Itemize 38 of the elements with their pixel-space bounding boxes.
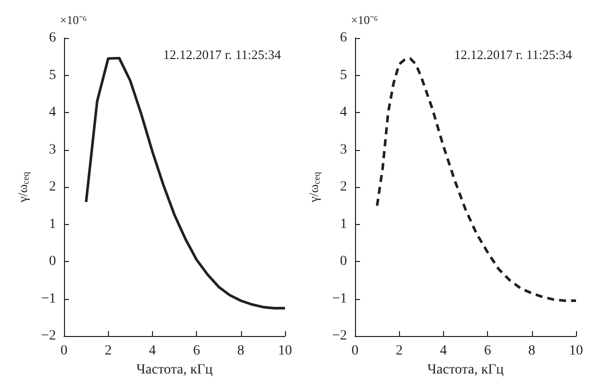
y-tick-label: −1 xyxy=(41,291,56,306)
y-tick-label: 1 xyxy=(49,216,56,232)
y-tick-label: 5 xyxy=(49,68,56,83)
x-tick-label: 4 xyxy=(148,344,156,359)
annotation: 12.12.2017 г. 11:25:34 xyxy=(163,47,282,62)
x-tick-label: 6 xyxy=(193,344,200,359)
y-tick-label: 6 xyxy=(49,30,56,46)
y-tick-label: 2 xyxy=(49,180,56,195)
y-tick-label: 4 xyxy=(340,105,347,120)
y-tick-label: −1 xyxy=(332,291,347,306)
x-tick-label: 4 xyxy=(440,344,447,359)
annotation: 12.12.2017 г. 11:25:34 xyxy=(454,47,572,62)
x-tick-label: 10 xyxy=(569,344,583,359)
text: ×10⁻⁶ xyxy=(60,13,87,27)
x-tick-label: 8 xyxy=(237,344,244,359)
y-tick-label: 3 xyxy=(340,142,347,158)
y-tick-label: 2 xyxy=(340,180,347,195)
x-axis-title: Частота, кГц xyxy=(136,362,214,378)
y-axis-title: γ/ωceq xyxy=(15,171,30,204)
x-tick-label: 0 xyxy=(352,344,358,359)
y-tick-label: 0 xyxy=(340,254,347,270)
x-tick-label: 8 xyxy=(528,344,536,359)
x-tick-label: 10 xyxy=(278,344,292,359)
x-tick-label: 0 xyxy=(60,344,68,359)
y-tick-label: 4 xyxy=(49,105,56,120)
x-tick-label: 2 xyxy=(104,344,112,359)
y-tick-label: −2 xyxy=(332,328,347,344)
y-tick-label: 5 xyxy=(340,68,347,83)
x-tick-label: 6 xyxy=(484,344,492,359)
y-tick-label: −2 xyxy=(41,328,56,344)
y-tick-label: 3 xyxy=(49,142,56,158)
x-axis-title: Частота, кГц xyxy=(427,362,504,378)
x-tick-label: 2 xyxy=(396,344,403,359)
y-axis-title: γ/ωceq xyxy=(306,171,322,204)
y-tick-label: 6 xyxy=(340,30,347,46)
text: ×10⁻⁶ xyxy=(351,13,378,27)
y-tick-label: 0 xyxy=(49,254,56,270)
y-tick-label: 1 xyxy=(340,216,347,232)
